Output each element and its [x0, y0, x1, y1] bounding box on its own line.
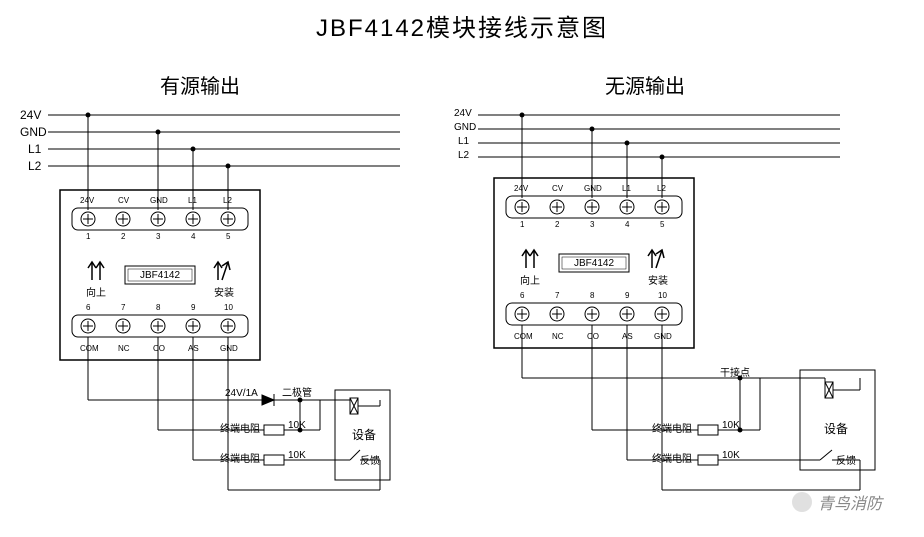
- r-bot-n-9: 9: [625, 291, 629, 300]
- l-bot-t-com: COM: [80, 344, 99, 353]
- l-top-t-l2: L2: [223, 196, 232, 205]
- l-bot-n-10: 10: [224, 303, 233, 312]
- r-top-n-4: 4: [625, 220, 629, 229]
- r-top-n-3: 3: [590, 220, 594, 229]
- r-bot-n-7: 7: [555, 291, 559, 300]
- l-res2-val: 10K: [288, 450, 306, 461]
- r-bot-n-10: 10: [658, 291, 667, 300]
- r-lcd-text: JBF4142: [574, 258, 614, 269]
- r-bot-t-com: COM: [514, 332, 533, 341]
- watermark-icon: [792, 492, 812, 512]
- l-device-label: 设备: [352, 426, 376, 443]
- l-res2-label: 终端电阻: [220, 450, 260, 465]
- r-up-text: 向上: [520, 272, 540, 287]
- r-top-n-5: 5: [660, 220, 664, 229]
- r-bot-t-as: AS: [622, 332, 633, 341]
- r-bot-t-nc: NC: [552, 332, 564, 341]
- l-top-n-5: 5: [226, 232, 230, 241]
- l-bot-n-8: 8: [156, 303, 160, 312]
- l-bot-t-gnd: GND: [220, 344, 238, 353]
- l-bot-n-9: 9: [191, 303, 195, 312]
- l-bot-t-co: CO: [153, 344, 165, 353]
- l-top-t-24v: 24V: [80, 196, 94, 205]
- r-res2-label: 终端电阻: [652, 450, 692, 465]
- l-bot-t-as: AS: [188, 344, 199, 353]
- r-top-n-2: 2: [555, 220, 559, 229]
- r-res1-label: 终端电阻: [652, 420, 692, 435]
- l-res1-val: 10K: [288, 420, 306, 431]
- watermark-text: 青鸟消防: [818, 490, 882, 514]
- r-top-t-l2: L2: [657, 184, 666, 193]
- r-bot-t-gnd: GND: [654, 332, 672, 341]
- r-top-t-gnd: GND: [584, 184, 602, 193]
- l-diode-label: 二极管: [282, 384, 312, 399]
- l-top-n-4: 4: [191, 232, 195, 241]
- r-bot-t-co: CO: [587, 332, 599, 341]
- r-top-t-cv: CV: [552, 184, 563, 193]
- l-top-t-l1: L1: [188, 196, 197, 205]
- r-top-t-24v: 24V: [514, 184, 528, 193]
- r-top-n-1: 1: [520, 220, 524, 229]
- r-top-t-l1: L1: [622, 184, 631, 193]
- l-feedback-label: 反馈: [360, 452, 380, 467]
- l-bot-n-7: 7: [121, 303, 125, 312]
- l-lcd-text: JBF4142: [140, 270, 180, 281]
- l-up-text: 向上: [86, 284, 106, 299]
- wiring-svg: [0, 0, 924, 537]
- r-feedback-label: 反馈: [836, 452, 856, 467]
- r-install-text: 安装: [648, 272, 668, 287]
- l-install-text: 安装: [214, 284, 234, 299]
- r-bot-n-6: 6: [520, 291, 524, 300]
- l-top-n-2: 2: [121, 232, 125, 241]
- l-top-t-cv: CV: [118, 196, 129, 205]
- l-top-t-gnd: GND: [150, 196, 168, 205]
- l-bot-t-nc: NC: [118, 344, 130, 353]
- r-res1-val: 10K: [722, 420, 740, 431]
- r-bot-n-8: 8: [590, 291, 594, 300]
- l-diode-voltage: 24V/1A: [225, 388, 258, 399]
- r-contact-label: 干接点: [720, 364, 750, 379]
- l-bot-n-6: 6: [86, 303, 90, 312]
- l-top-n-3: 3: [156, 232, 160, 241]
- l-res1-label: 终端电阻: [220, 420, 260, 435]
- l-top-n-1: 1: [86, 232, 90, 241]
- r-device-label: 设备: [824, 420, 848, 437]
- r-res2-val: 10K: [722, 450, 740, 461]
